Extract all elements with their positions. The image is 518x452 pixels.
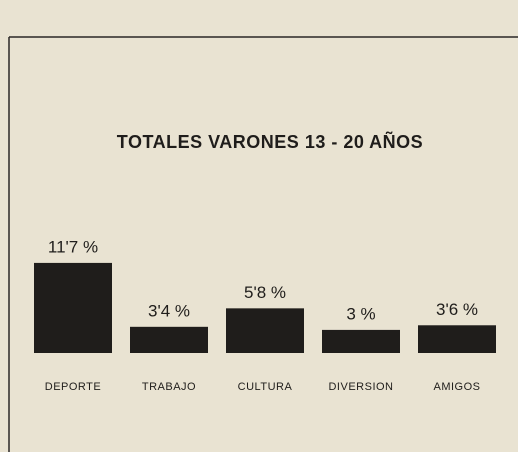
value-label: 3'4 %	[148, 301, 190, 320]
x-tick-label: DIVERSION	[328, 381, 393, 393]
chart-title: TOTALES VARONES 13 - 20 AÑOS	[117, 131, 423, 152]
bar	[322, 329, 400, 353]
value-label: 11'7 %	[48, 237, 98, 256]
x-tick-label: DEPORTE	[45, 381, 101, 393]
value-label: 5'8 %	[244, 283, 286, 302]
bar	[226, 308, 304, 353]
bar	[418, 325, 496, 353]
bar	[130, 326, 208, 353]
x-tick-label: AMIGOS	[433, 381, 480, 393]
x-tick-label: TRABAJO	[142, 381, 196, 393]
value-label: 3 %	[346, 304, 375, 323]
value-label: 3'6 %	[436, 300, 478, 319]
bar	[34, 262, 112, 353]
x-tick-label: CULTURA	[238, 381, 293, 393]
